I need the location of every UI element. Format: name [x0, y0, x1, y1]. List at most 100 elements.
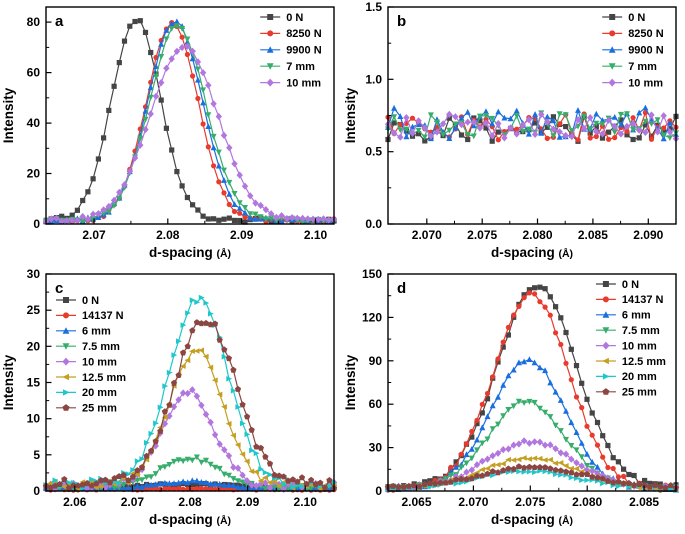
- legend-label: 9900 N: [286, 45, 322, 57]
- y-tick-label: 30: [27, 267, 41, 281]
- y-tick-label: 0: [33, 217, 40, 231]
- legend-label: 14137 N: [82, 310, 124, 322]
- legend: 0 N 14137 N 6 mm 7.5 mm 10 mm 12.5 mm 20 mm 25 …: [56, 295, 126, 415]
- y-tick-label: 150: [362, 267, 382, 281]
- panel-letter: d: [397, 280, 406, 297]
- series-12.5-mm: [42, 347, 337, 492]
- x-tick-label: 2.085: [578, 228, 608, 242]
- y-axis: 0 30 60 90 120 150: [362, 267, 394, 498]
- x-axis: 2.070 2.075 2.080 2.085 2.090: [412, 218, 664, 242]
- x-tick-label: 2.09: [230, 228, 254, 242]
- y-tick-label: 30: [369, 441, 383, 455]
- panel-b: 2.070 2.075 2.080 2.085 2.090 0.0 0.5 1.0 1.5 d-s…: [342, 0, 685, 267]
- y-axis: 0 5 10 15 20 25 30: [27, 267, 52, 498]
- panel-a: 2.07 2.08 2.09 2.10 0 20 40 60 80 d-spacing (Å) In…: [0, 0, 342, 267]
- panel-d: 2.065 2.070 2.075 2.080 2.085 0 30 60 90 120 150 d-…: [342, 267, 685, 534]
- y-tick-label: 10: [27, 412, 41, 426]
- x-tick-label: 2.075: [467, 228, 497, 242]
- plot-series: [384, 104, 680, 144]
- y-tick-label: 80: [27, 15, 41, 29]
- legend: 0 N 8250 N 9900 N 7 mm 10 mm: [260, 12, 322, 89]
- legend-label: 9900 N: [628, 45, 664, 57]
- x-tick-label: 2.07: [82, 228, 106, 242]
- x-tick-label: 2.09: [236, 495, 260, 509]
- y-tick-label: 0: [33, 484, 40, 498]
- legend-label: 8250 N: [286, 28, 322, 40]
- panel-letter: a: [55, 13, 64, 30]
- y-tick-label: 40: [27, 116, 41, 130]
- y-tick-label: 120: [362, 310, 382, 324]
- legend-label: 0 N: [628, 12, 645, 24]
- y-tick-label: 0.0: [365, 217, 382, 231]
- x-tick-label: 2.08: [156, 228, 180, 242]
- panel-c-chart: 2.06 2.07 2.08 2.09 2.10 0 5 10 15 20 25 30 d-spacin…: [1, 267, 338, 527]
- y-tick-label: 5: [33, 448, 40, 462]
- x-tick-label: 2.10: [304, 228, 328, 242]
- x-tick-label: 2.07: [121, 495, 145, 509]
- series-25-mm: [42, 319, 338, 492]
- legend-label: 10 mm: [286, 77, 321, 89]
- legend-label: 25 mm: [82, 403, 117, 415]
- legend-label: 7 mm: [286, 61, 315, 73]
- x-tick-label: 2.080: [522, 228, 552, 242]
- y-axis-label: Intensity: [1, 354, 16, 410]
- legend-label: 10 mm: [82, 356, 117, 368]
- legend-label: 20 mm: [82, 387, 117, 399]
- legend: 0 N 8250 N 9900 N 7 mm 10 mm: [602, 12, 664, 89]
- x-tick-label: 2.070: [458, 495, 488, 509]
- y-axis-label: Intensity: [1, 87, 16, 143]
- y-tick-label: 90: [369, 354, 383, 368]
- legend-label: 7.5 mm: [622, 325, 660, 337]
- y-tick-label: 15: [27, 376, 41, 390]
- legend-label: 10 mm: [628, 77, 663, 89]
- x-axis: 2.06 2.07 2.08 2.09 2.10: [63, 485, 318, 509]
- x-tick-label: 2.10: [294, 495, 318, 509]
- panel-letter: b: [397, 13, 406, 30]
- series-10-mm: [42, 42, 338, 225]
- y-tick-label: 0.5: [365, 145, 382, 159]
- y-tick-label: 20: [27, 339, 41, 353]
- series-25-mm: [384, 463, 680, 491]
- panel-d-chart: 2.065 2.070 2.075 2.080 2.085 0 30 60 90 120 150 d-…: [343, 267, 680, 527]
- panel-a-chart: 2.07 2.08 2.09 2.10 0 20 40 60 80 d-spacing (Å) In…: [1, 6, 338, 260]
- x-axis: 2.07 2.08 2.09 2.10: [82, 218, 328, 242]
- x-tick-label: 2.070: [412, 228, 442, 242]
- y-tick-label: 1.0: [365, 72, 382, 86]
- legend-label: 0 N: [622, 279, 639, 291]
- legend-label: 7.5 mm: [82, 341, 120, 353]
- y-axis: 0 20 40 60 80: [27, 15, 52, 231]
- x-axis-label: d-spacing (Å): [491, 245, 573, 260]
- legend-label: 10 mm: [622, 340, 657, 352]
- legend-label: 6 mm: [82, 326, 111, 338]
- x-tick-label: 2.080: [572, 495, 602, 509]
- y-tick-label: 0: [375, 484, 382, 498]
- y-tick-label: 1.5: [365, 0, 382, 14]
- plot-frame: [45, 6, 335, 225]
- y-tick-label: 60: [369, 397, 383, 411]
- x-axis-label: d-spacing (Å): [149, 245, 231, 260]
- legend-label: 8250 N: [628, 28, 664, 40]
- legend-label: 0 N: [286, 12, 303, 24]
- x-tick-label: 2.090: [633, 228, 663, 242]
- y-tick-label: 20: [27, 167, 41, 181]
- x-axis: 2.065 2.070 2.075 2.080 2.085: [401, 485, 659, 509]
- legend-label: 12.5 mm: [622, 356, 666, 368]
- x-tick-label: 2.06: [63, 495, 87, 509]
- legend-label: 25 mm: [622, 387, 657, 399]
- x-tick-label: 2.075: [515, 495, 545, 509]
- y-axis-label: Intensity: [343, 354, 358, 410]
- y-axis-label: Intensity: [343, 87, 358, 143]
- y-tick-label: 60: [27, 66, 41, 80]
- x-tick-label: 2.08: [178, 495, 202, 509]
- legend: 0 N 14137 N 6 mm 7.5 mm 10 mm 12.5 mm 20 mm 25 …: [595, 279, 666, 399]
- x-axis-label: d-spacing (Å): [149, 512, 231, 527]
- legend-label: 14137 N: [622, 294, 664, 306]
- legend-label: 0 N: [82, 295, 99, 307]
- y-tick-label: 25: [27, 303, 41, 317]
- legend-label: 12.5 mm: [82, 372, 126, 384]
- x-tick-label: 2.065: [401, 495, 431, 509]
- legend-label: 6 mm: [622, 310, 651, 322]
- panel-b-chart: 2.070 2.075 2.080 2.085 2.090 0.0 0.5 1.0 1.5 d-s…: [343, 0, 680, 260]
- y-axis: 0.0 0.5 1.0 1.5: [365, 0, 394, 231]
